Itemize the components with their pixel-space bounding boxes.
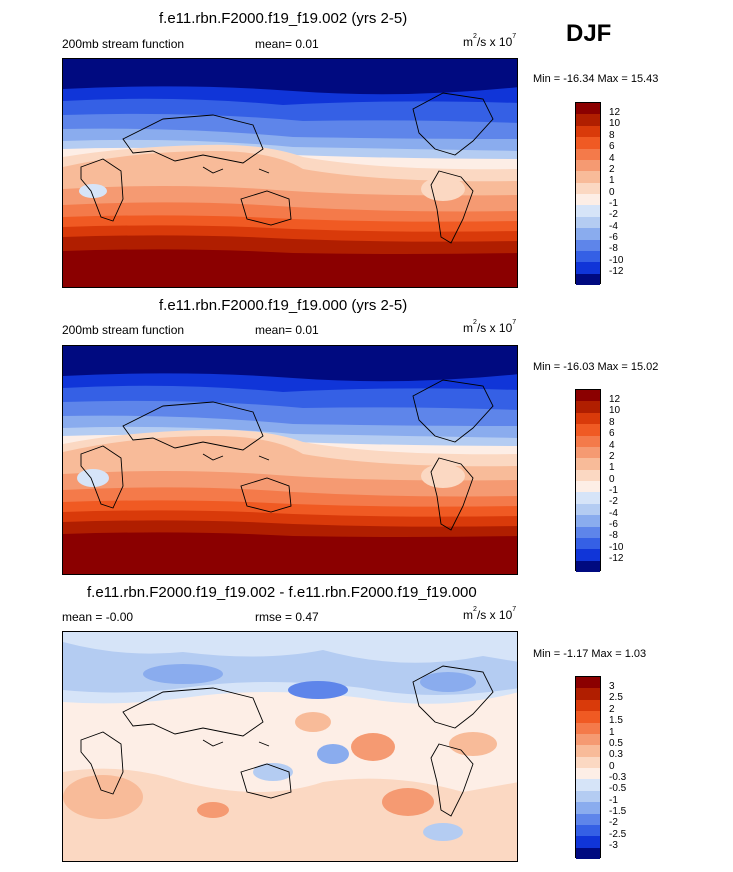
panel3-title: f.e11.rbn.F2000.f19_f19.002 - f.e11.rbn.… xyxy=(87,584,477,601)
panel1-mean: mean= 0.01 xyxy=(255,37,319,51)
cbar-tick: -8 xyxy=(609,243,618,254)
panel3-field xyxy=(63,632,517,861)
cbar-tick: 0.3 xyxy=(609,749,623,760)
panel3-colorbar xyxy=(575,676,601,859)
cbar-tick: -1 xyxy=(609,485,618,496)
cbar-tick: 6 xyxy=(609,428,615,439)
panel2-field xyxy=(63,346,517,574)
cbar-tick: -10 xyxy=(609,542,624,553)
cbar-tick: -2 xyxy=(609,817,618,828)
cbar-tick: 1.5 xyxy=(609,715,623,726)
cbar-tick: -1 xyxy=(609,198,618,209)
cbar-tick: 12 xyxy=(609,394,621,405)
panel2-units: m2/s x 107 xyxy=(463,319,517,335)
cbar-tick: -6 xyxy=(609,519,618,530)
panel2-mean: mean= 0.01 xyxy=(255,323,319,337)
cbar-tick: 12 xyxy=(609,107,621,118)
cbar-tick: -2 xyxy=(609,496,618,507)
cbar-tick: 2 xyxy=(609,451,615,462)
panel1-colorbar xyxy=(575,102,601,285)
cbar-tick: -6 xyxy=(609,232,618,243)
cbar-tick: -8 xyxy=(609,530,618,541)
cbar-tick: 0 xyxy=(609,761,615,772)
panel1-title: f.e11.rbn.F2000.f19_f19.002 (yrs 2-5) xyxy=(159,10,408,27)
cbar-tick: 10 xyxy=(609,405,621,416)
cbar-tick: -3 xyxy=(609,840,618,851)
panel2-map xyxy=(62,345,518,575)
cbar-tick: -0.3 xyxy=(609,772,627,783)
cbar-tick: -12 xyxy=(609,266,624,277)
cbar-tick: 0 xyxy=(609,474,615,485)
cbar-tick: 8 xyxy=(609,130,615,141)
cbar-tick: 1 xyxy=(609,462,615,473)
panel1-left-label: 200mb stream function xyxy=(62,37,185,51)
panel2-left-label: 200mb stream function xyxy=(62,323,185,337)
cbar-tick: 0.5 xyxy=(609,738,623,749)
panel3-rmse: rmse = 0.47 xyxy=(255,610,319,624)
cbar-tick: -1.5 xyxy=(609,806,627,817)
cbar-tick: 8 xyxy=(609,417,615,428)
cbar-tick: -10 xyxy=(609,255,624,266)
cbar-tick: -12 xyxy=(609,553,624,564)
panel1-map xyxy=(62,58,518,288)
panel1-minmax: Min = -16.34 Max = 15.43 xyxy=(533,73,659,85)
cbar-tick: 3 xyxy=(609,681,615,692)
cbar-tick: 2 xyxy=(609,164,615,175)
panel2-minmax: Min = -16.03 Max = 15.02 xyxy=(533,361,659,373)
cbar-tick: -4 xyxy=(609,221,618,232)
cbar-tick: -0.5 xyxy=(609,783,627,794)
cbar-tick: -2 xyxy=(609,209,618,220)
cbar-tick: 6 xyxy=(609,141,615,152)
cbar-tick: 4 xyxy=(609,153,615,164)
panel2-colorbar xyxy=(575,389,601,572)
panel3-units: m2/s x 107 xyxy=(463,606,517,622)
panel3-mean: mean = -0.00 xyxy=(62,610,134,624)
season-label: DJF xyxy=(566,20,612,47)
cbar-tick: -4 xyxy=(609,508,618,519)
cbar-tick: 1 xyxy=(609,175,615,186)
cbar-tick: 2.5 xyxy=(609,692,623,703)
cbar-tick: -2.5 xyxy=(609,829,627,840)
cbar-tick: 1 xyxy=(609,727,615,738)
cbar-tick: -1 xyxy=(609,795,618,806)
panel2-title: f.e11.rbn.F2000.f19_f19.000 (yrs 2-5) xyxy=(159,297,408,314)
cbar-tick: 2 xyxy=(609,704,615,715)
panel1-units: m2/s x 107 xyxy=(463,33,517,49)
panel1-field xyxy=(63,59,517,287)
panel3-map xyxy=(62,631,518,862)
panel3-minmax: Min = -1.17 Max = 1.03 xyxy=(533,648,647,660)
cbar-tick: 10 xyxy=(609,118,621,129)
cbar-tick: 4 xyxy=(609,440,615,451)
cbar-tick: 0 xyxy=(609,187,615,198)
